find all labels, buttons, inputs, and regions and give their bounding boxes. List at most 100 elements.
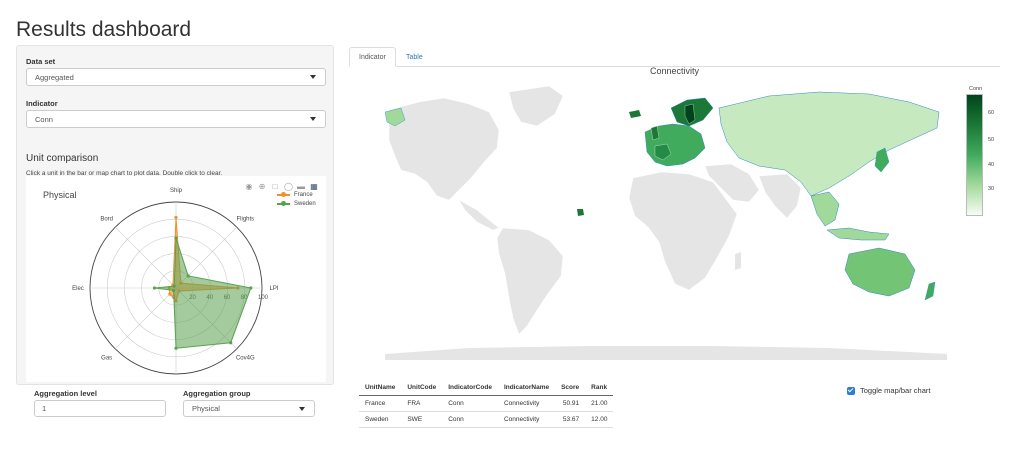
map-region-southeast-asia (810, 191, 840, 227)
dataset-value: Aggregated (35, 72, 74, 82)
unit-comparison-title: Unit comparison (26, 153, 99, 164)
table-cell: 21.00 (585, 395, 614, 412)
table-header-row: UnitName UnitCode IndicatorCode Indicato… (359, 380, 614, 396)
toggle-map-bar[interactable]: Toggle map/bar chart (847, 386, 930, 395)
sidebar-panel: Data set Aggregated Indicator Conn Unit … (16, 45, 334, 385)
radar-axis-label: Flights (236, 217, 254, 223)
aggregation-level-value: 1 (42, 404, 47, 413)
radar-point (186, 274, 190, 278)
column-header[interactable]: Rank (585, 380, 614, 396)
map-region-africa (628, 171, 738, 291)
table-cell: France (359, 395, 402, 412)
camera-icon[interactable]: ◉ (245, 182, 253, 191)
aggregation-level-label: Aggregation level (34, 389, 97, 398)
column-header[interactable]: IndicatorCode (442, 380, 498, 396)
map-region-french-guiana (577, 209, 584, 216)
legend-swatch (277, 201, 290, 206)
column-header[interactable]: IndicatorName (497, 380, 556, 396)
radar-radial-tick: 100 (258, 295, 269, 301)
radar-axis-label: Elec (72, 286, 84, 292)
chart-modebar: ◉ ⊕ □ ◯ ▬ ▦ (245, 183, 318, 191)
radar-legend: France Sweden (277, 192, 316, 210)
aggregation-group-label: Aggregation group (183, 389, 251, 398)
radar-chart[interactable]: PhysicalShipFlightsLPICov4GConSpeedGasEl… (26, 176, 326, 382)
radar-point (174, 215, 178, 220)
legend-label: Sweden (294, 201, 316, 207)
table-cell: Conn (442, 411, 498, 428)
radar-point (229, 341, 233, 345)
zoom-icon[interactable]: ⊕ (258, 182, 266, 191)
colorbar (966, 94, 983, 216)
radar-point (152, 286, 157, 290)
legend-label: France (294, 192, 313, 198)
radar-point (249, 286, 253, 290)
table-cell: SWE (401, 411, 443, 428)
lasso-icon[interactable]: ◯ (284, 182, 293, 191)
map-region-madagascar (735, 252, 741, 270)
column-header[interactable]: UnitName (359, 380, 402, 396)
indicator-select[interactable]: Conn (26, 110, 326, 128)
tab-bar: Indicator Table (349, 47, 1000, 67)
colorbar-title: Conn (969, 86, 983, 92)
aggregation-level-input[interactable]: 1 (34, 400, 166, 417)
tab-indicator[interactable]: Indicator (349, 47, 396, 67)
autoscale-icon[interactable]: ▬ (297, 182, 305, 191)
map-region-central-america (458, 199, 500, 231)
box-select-icon[interactable]: □ (272, 182, 278, 191)
indicator-value: Conn (35, 114, 53, 124)
map-region-uk (650, 125, 660, 141)
unit-comparison-help: Click a unit in the bar or map chart to … (26, 170, 223, 177)
radar-point (174, 236, 178, 240)
radar-svg: PhysicalShipFlightsLPICov4GConSpeedGasEl… (43, 188, 279, 375)
radar-point (171, 288, 176, 293)
table-row[interactable]: France FRA Conn Connectivity 50.91 21.00 (359, 395, 614, 412)
map-region-asia (718, 91, 940, 197)
table-cell: 12.00 (585, 411, 614, 428)
table-cell: 53.67 (555, 411, 586, 428)
colorbar-tick: 30 (988, 186, 995, 192)
legend-swatch (277, 192, 290, 197)
radar-title: Physical (43, 190, 77, 200)
tab-table[interactable]: Table (406, 53, 423, 61)
dataset-select[interactable]: Aggregated (26, 68, 326, 86)
legend-item[interactable]: France (277, 192, 316, 198)
radar-point (172, 284, 176, 288)
aggregation-group-select[interactable]: Physical (183, 400, 315, 417)
colorbar-tick: 60 (988, 110, 995, 116)
dataset-label: Data set (26, 57, 56, 66)
results-table: UnitName UnitCode IndicatorCode Indicato… (359, 380, 614, 428)
map-region-france (654, 143, 672, 161)
chevron-down-icon (299, 406, 305, 411)
map-region-alaska (384, 107, 406, 127)
chevron-down-icon (310, 75, 316, 79)
map-region-japan (874, 147, 890, 173)
radar-point (168, 292, 172, 296)
map-region-sweden (684, 103, 696, 125)
plotly-logo-icon[interactable]: ▦ (310, 182, 318, 191)
map-region-australia (844, 247, 916, 297)
radar-axis-label: Gas (101, 355, 112, 361)
table-cell: 50.91 (555, 395, 586, 412)
colorbar-tick: 50 (988, 137, 995, 143)
table-row[interactable]: Sweden SWE Conn Connectivity 53.67 12.00 (359, 411, 614, 428)
toggle-label: Toggle map/bar chart (860, 386, 931, 395)
map-region-greenland (508, 85, 564, 127)
radar-axis-label: Ship (170, 188, 183, 194)
table-cell: Sweden (359, 411, 402, 428)
checkbox-checked-icon[interactable] (847, 386, 855, 395)
map-region-south-asia (758, 173, 802, 219)
radar-axis-label: LPI (270, 286, 279, 292)
table-cell: FRA (401, 395, 443, 412)
column-header[interactable]: Score (555, 380, 586, 396)
page-title: Results dashboard (16, 18, 192, 41)
map-region-iceland (629, 110, 641, 118)
column-header[interactable]: UnitCode (401, 380, 443, 396)
colorbar-tick: 40 (988, 162, 995, 168)
map-region-middle-east (704, 163, 760, 203)
radar-axis-label: Bord (100, 217, 113, 223)
aggregation-group-value: Physical (192, 404, 220, 413)
chevron-down-icon (310, 117, 316, 121)
radar-point (174, 346, 178, 350)
choropleth-map[interactable] (349, 78, 959, 368)
legend-item[interactable]: Sweden (277, 201, 316, 207)
